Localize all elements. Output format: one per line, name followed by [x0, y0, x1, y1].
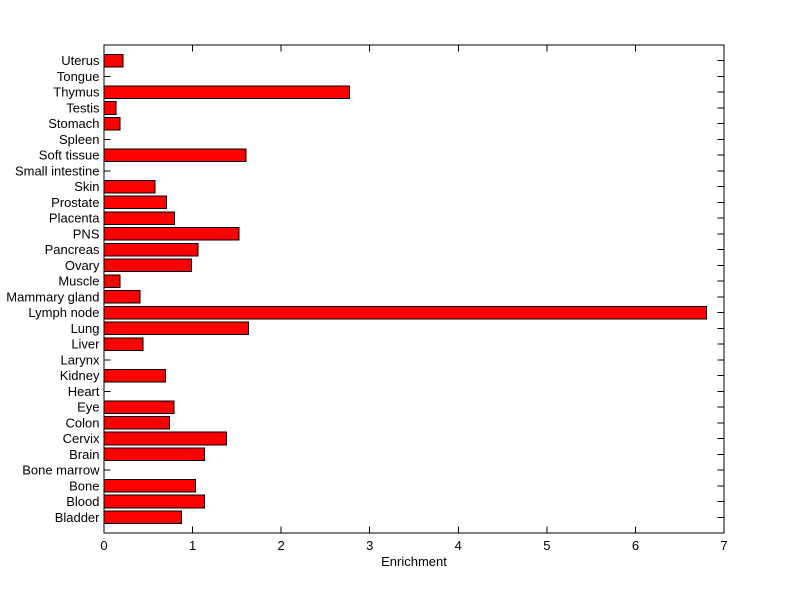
svg-text:PNS: PNS: [73, 226, 100, 241]
svg-text:Testis: Testis: [66, 100, 100, 115]
svg-text:Cervix: Cervix: [63, 431, 100, 446]
svg-text:1: 1: [189, 538, 196, 553]
svg-text:5: 5: [543, 538, 550, 553]
svg-text:Soft tissue: Soft tissue: [39, 148, 100, 163]
svg-text:Colon: Colon: [66, 415, 100, 430]
svg-text:Bladder: Bladder: [55, 510, 100, 525]
svg-text:Ovary: Ovary: [65, 258, 100, 273]
svg-text:Muscle: Muscle: [58, 274, 99, 289]
svg-text:Larynx: Larynx: [60, 352, 100, 367]
svg-text:Prostate: Prostate: [51, 195, 99, 210]
svg-text:Kidney: Kidney: [60, 368, 100, 383]
svg-text:Stomach: Stomach: [48, 116, 99, 131]
svg-text:Mammary gland: Mammary gland: [6, 289, 99, 304]
svg-text:3: 3: [366, 538, 373, 553]
svg-text:Brain: Brain: [69, 447, 99, 462]
svg-text:Lung: Lung: [71, 321, 100, 336]
svg-text:Bone marrow: Bone marrow: [22, 463, 100, 478]
svg-text:7: 7: [720, 538, 727, 553]
svg-text:Heart: Heart: [68, 384, 100, 399]
svg-text:6: 6: [632, 538, 639, 553]
svg-text:Blood: Blood: [66, 494, 99, 509]
svg-text:Thymus: Thymus: [53, 85, 100, 100]
svg-text:2: 2: [278, 538, 285, 553]
svg-text:Lymph node: Lymph node: [28, 305, 99, 320]
svg-text:Eye: Eye: [77, 400, 99, 415]
svg-text:Uterus: Uterus: [61, 53, 100, 68]
svg-text:Liver: Liver: [71, 337, 100, 352]
svg-text:Small intestine: Small intestine: [15, 163, 100, 178]
svg-text:Tongue: Tongue: [57, 69, 100, 84]
svg-text:0: 0: [100, 538, 107, 553]
svg-text:Spleen: Spleen: [59, 132, 99, 147]
svg-text:4: 4: [455, 538, 462, 553]
svg-text:Skin: Skin: [74, 179, 99, 194]
svg-text:Pancreas: Pancreas: [45, 242, 100, 257]
svg-text:Enrichment: Enrichment: [381, 554, 447, 569]
svg-text:Placenta: Placenta: [49, 211, 100, 226]
svg-text:Bone: Bone: [69, 478, 99, 493]
